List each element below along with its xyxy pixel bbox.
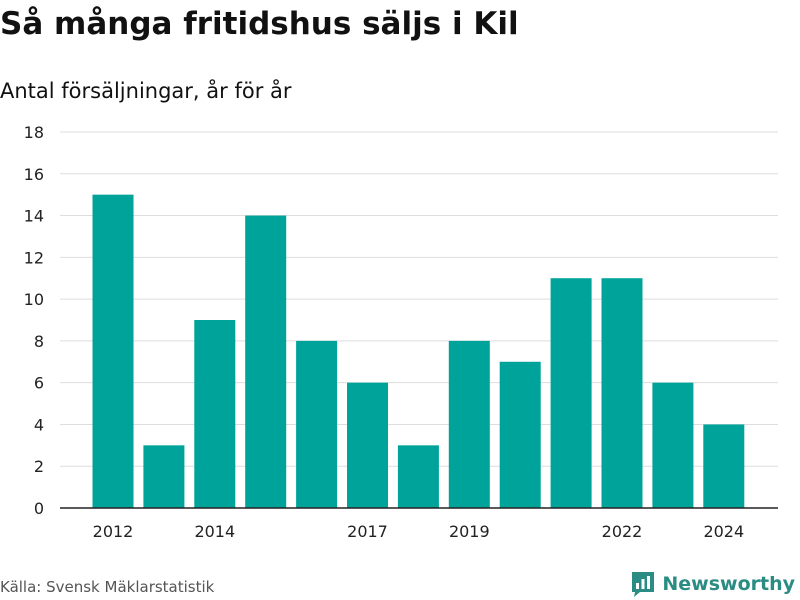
- y-tick-label: 8: [34, 332, 44, 351]
- y-tick-label: 0: [34, 499, 44, 518]
- bar-2022: [601, 278, 643, 508]
- y-tick-label: 18: [24, 123, 44, 142]
- bar-2021: [550, 278, 592, 508]
- brand-name: Newsworthy: [662, 573, 795, 595]
- chart-subtitle: Antal försäljningar, år för år: [0, 79, 292, 103]
- x-tick-label: 2012: [93, 522, 134, 541]
- bars: [92, 194, 745, 509]
- bar-2023: [652, 382, 694, 508]
- x-tick-label: 2022: [602, 522, 643, 541]
- x-tick-label: 2019: [449, 522, 490, 541]
- x-tick-label: 2017: [347, 522, 388, 541]
- bar-2014: [194, 320, 236, 508]
- chart-title: Så många fritidshus säljs i Kil: [0, 6, 519, 42]
- y-tick-label: 16: [24, 165, 44, 184]
- y-tick-label: 6: [34, 374, 44, 393]
- bar-2019: [448, 340, 490, 508]
- bar-2013: [143, 445, 185, 508]
- x-tick-label: 2024: [703, 522, 744, 541]
- y-tick-label: 2: [34, 457, 44, 476]
- bar-2017: [347, 382, 388, 508]
- bar-2024: [703, 424, 745, 508]
- y-tick-label: 12: [24, 248, 44, 267]
- bar-2018: [397, 445, 439, 508]
- grid-lines: [60, 131, 778, 467]
- bar-2016: [296, 340, 338, 508]
- source-note: Källa: Svensk Mäklarstatistik: [0, 578, 215, 596]
- bar-2015: [245, 215, 287, 509]
- axes: 0 2 4 6 8 10 12 14 16 18 2012 2014 2017 2019 2022 2024: [24, 123, 778, 541]
- y-tick-label: 14: [24, 207, 44, 226]
- bar-2012: [92, 194, 134, 508]
- y-tick-label: 10: [24, 290, 44, 309]
- y-tick-label: 4: [34, 415, 44, 434]
- bar-2020: [499, 361, 541, 508]
- brand-logo[interactable]: Newsworthy: [630, 570, 795, 598]
- x-tick-label: 2014: [194, 522, 235, 541]
- newsworthy-logo-icon: [632, 572, 655, 597]
